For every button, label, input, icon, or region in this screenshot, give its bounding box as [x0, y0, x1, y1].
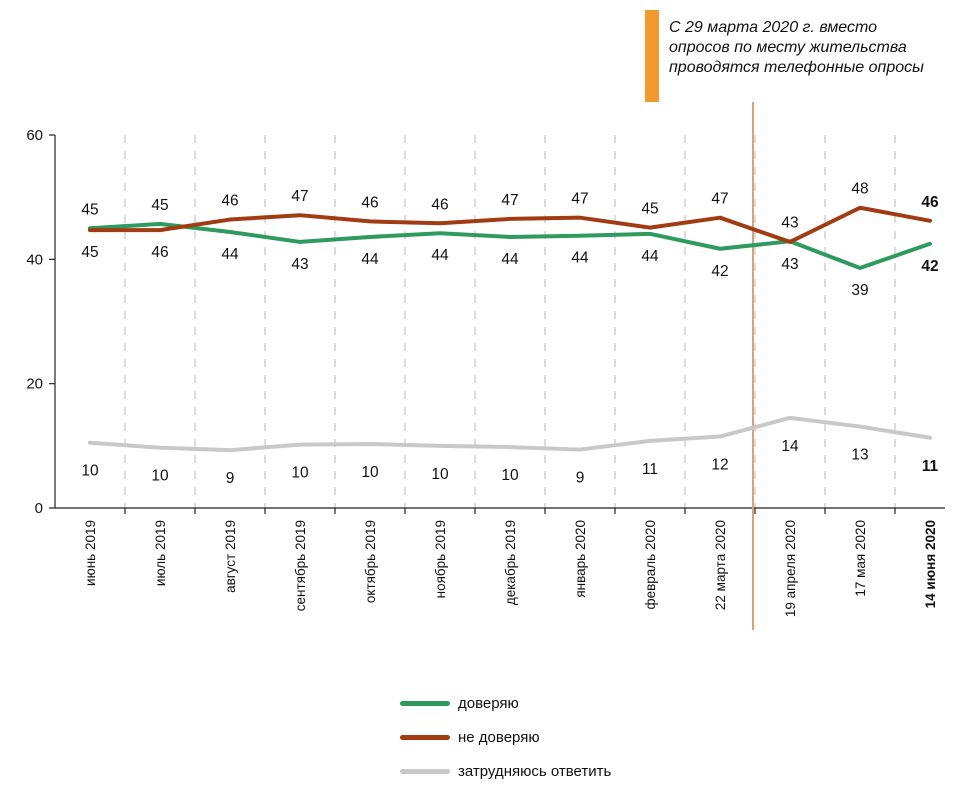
- x-tick-label: август 2019: [223, 520, 238, 593]
- data-label: 44: [501, 251, 519, 268]
- series-line: [88, 415, 932, 453]
- legend-swatch-undecided: [400, 768, 450, 774]
- data-label: 44: [431, 247, 449, 264]
- x-tick-label: июнь 2019: [83, 520, 98, 586]
- annotation-accent-bar: [645, 10, 659, 102]
- data-label: 11: [642, 461, 658, 478]
- data-label: 45: [151, 197, 168, 214]
- series-line: [88, 205, 932, 244]
- data-label: 14: [781, 438, 799, 455]
- data-label: 47: [571, 191, 588, 208]
- data-label: 10: [291, 465, 309, 482]
- data-label: 47: [501, 192, 518, 209]
- x-tick-label: декабрь 2019: [503, 520, 518, 605]
- data-label: 9: [226, 470, 235, 487]
- data-label: 43: [781, 256, 798, 273]
- data-label: 9: [576, 470, 585, 487]
- legend-label-trust: доверяю: [458, 694, 519, 712]
- legend: доверяю не доверяю затрудняюсь ответить: [400, 686, 611, 788]
- y-tick-label: 40: [26, 251, 43, 268]
- data-label: 46: [361, 194, 378, 211]
- data-label: 10: [151, 468, 169, 485]
- y-tick-label: 20: [26, 376, 43, 393]
- data-label: 10: [81, 463, 99, 480]
- data-label: 45: [81, 201, 98, 218]
- legend-item-distrust: не доверяю: [400, 720, 611, 754]
- data-label: 44: [221, 246, 239, 263]
- data-label: 44: [641, 248, 659, 265]
- data-label: 46: [221, 193, 238, 210]
- data-label: 42: [711, 263, 728, 280]
- data-label: 46: [431, 196, 448, 213]
- data-label: 43: [781, 214, 798, 231]
- x-tick-label: ноябрь 2019: [433, 520, 448, 598]
- x-tick-label: 19 апреля 2020: [783, 520, 798, 617]
- x-tick-label: февраль 2020: [643, 520, 658, 610]
- data-label: 46: [151, 244, 168, 261]
- legend-label-distrust: не доверяю: [458, 728, 540, 746]
- data-label: 10: [431, 466, 449, 483]
- legend-item-undecided: затрудняюсь ответить: [400, 754, 611, 788]
- x-tick-label: июль 2019: [153, 520, 168, 586]
- data-label: 43: [291, 256, 308, 273]
- data-label: 45: [81, 244, 98, 261]
- data-label: 45: [641, 201, 658, 218]
- legend-label-undecided: затрудняюсь ответить: [458, 762, 612, 780]
- y-tick-label: 0: [35, 500, 43, 517]
- data-label: 47: [291, 188, 308, 205]
- data-label: 48: [851, 181, 868, 198]
- legend-item-trust: доверяю: [400, 686, 611, 720]
- data-label: 10: [361, 464, 379, 481]
- x-tick-label: октябрь 2019: [363, 520, 378, 603]
- x-tick-label: 22 марта 2020: [713, 520, 728, 610]
- data-label: 44: [361, 251, 379, 268]
- annotation-text: С 29 марта 2020 г. вместо опросов по мес…: [669, 19, 924, 76]
- data-label: 12: [711, 457, 728, 474]
- y-tick-label: 60: [26, 127, 43, 144]
- data-label: 11: [922, 458, 939, 475]
- annotation-box: С 29 марта 2020 г. вместо опросов по мес…: [645, 10, 953, 102]
- data-label: 47: [711, 191, 728, 208]
- data-label: 13: [851, 447, 868, 464]
- x-tick-label: 17 мая 2020: [853, 520, 868, 597]
- x-tick-label: 14 июня 2020: [923, 520, 938, 608]
- x-tick-label: сентябрь 2019: [293, 520, 308, 611]
- data-label: 10: [501, 467, 519, 484]
- data-label: 44: [571, 250, 589, 267]
- data-label: 39: [851, 282, 868, 299]
- legend-swatch-trust: [400, 700, 450, 706]
- data-label: 46: [921, 194, 939, 211]
- data-label: 42: [921, 258, 938, 275]
- x-tick-label: январь 2020: [573, 520, 588, 598]
- legend-swatch-distrust: [400, 734, 450, 740]
